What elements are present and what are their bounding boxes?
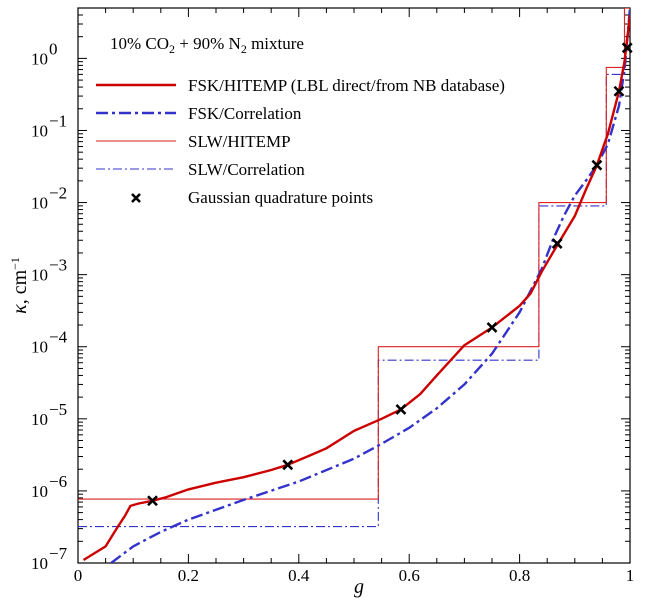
quadrature-point-marker — [395, 404, 407, 415]
y-tick-label: 10 — [31, 49, 48, 68]
legend-label: SLW/HITEMP — [188, 132, 291, 151]
y-tick-exponent: −4 — [49, 328, 68, 347]
quadrature-point-marker — [147, 495, 158, 507]
y-tick-exponent: −3 — [49, 256, 67, 275]
x-tick-label: 0.2 — [178, 566, 199, 585]
quadrature-point-marker — [551, 238, 563, 249]
y-tick-exponent: −7 — [49, 544, 68, 563]
y-tick-label: 10 — [31, 266, 48, 285]
marker-stroke — [395, 404, 407, 415]
legend-label: Gaussian quadrature points — [188, 188, 373, 207]
x-tick-label: 1 — [626, 566, 635, 585]
legend-label: FSK/HITEMP (LBL direct/from NB database) — [188, 76, 505, 95]
chart-title: 10% CO2 + 90% N2 mixture — [110, 34, 304, 56]
quadrature-point-marker — [282, 459, 294, 471]
quadrature-point-marker — [591, 159, 603, 171]
series-line-1 — [110, 8, 630, 563]
y-tick-label: 10 — [31, 194, 48, 213]
y-tick-exponent: −2 — [49, 184, 67, 203]
legend: FSK/HITEMP (LBL direct/from NB database)… — [96, 76, 505, 207]
plot-area — [78, 8, 633, 563]
marker-stroke — [147, 495, 158, 507]
y-tick-label: 10 — [31, 121, 48, 140]
axes — [77, 7, 631, 564]
quadrature-point-marker — [621, 42, 633, 54]
legend-label: SLW/Correlation — [188, 160, 305, 179]
y-tick-exponent: −6 — [49, 472, 67, 491]
legend-marker — [131, 193, 141, 203]
x-axis-label: g — [354, 576, 364, 598]
marker-stroke — [282, 459, 294, 471]
y-tick-label: 10 — [31, 410, 48, 429]
x-tick-label: 0.6 — [399, 566, 420, 585]
y-tick-exponent: −1 — [49, 111, 67, 130]
series-line-2 — [78, 8, 630, 500]
marker-stroke — [591, 159, 603, 171]
y-tick-exponent: −5 — [49, 400, 67, 419]
x-tick-label: 0.4 — [288, 566, 310, 585]
y-axis-label: κ, cm−1 — [8, 257, 31, 314]
y-tick-label: 10 — [31, 338, 48, 357]
marker-stroke — [621, 42, 633, 54]
series-line-0 — [82, 14, 630, 562]
legend-label: FSK/Correlation — [188, 104, 302, 123]
x-tick-label: 0.8 — [509, 566, 530, 585]
quadrature-point-marker — [486, 322, 498, 333]
y-tick-exponent: 0 — [49, 39, 58, 58]
marker-stroke — [486, 322, 498, 333]
marker-stroke — [613, 85, 625, 97]
labels: 0 0.2 0.4 0.6 0.8 110−710−610−510−410−310−210… — [8, 34, 634, 598]
y-tick-label: 10 — [31, 554, 48, 573]
marker-stroke — [551, 238, 563, 249]
x-tick-label: 0 — [74, 566, 83, 585]
y-tick-label: 10 — [31, 482, 48, 501]
quadrature-point-marker — [613, 85, 625, 97]
